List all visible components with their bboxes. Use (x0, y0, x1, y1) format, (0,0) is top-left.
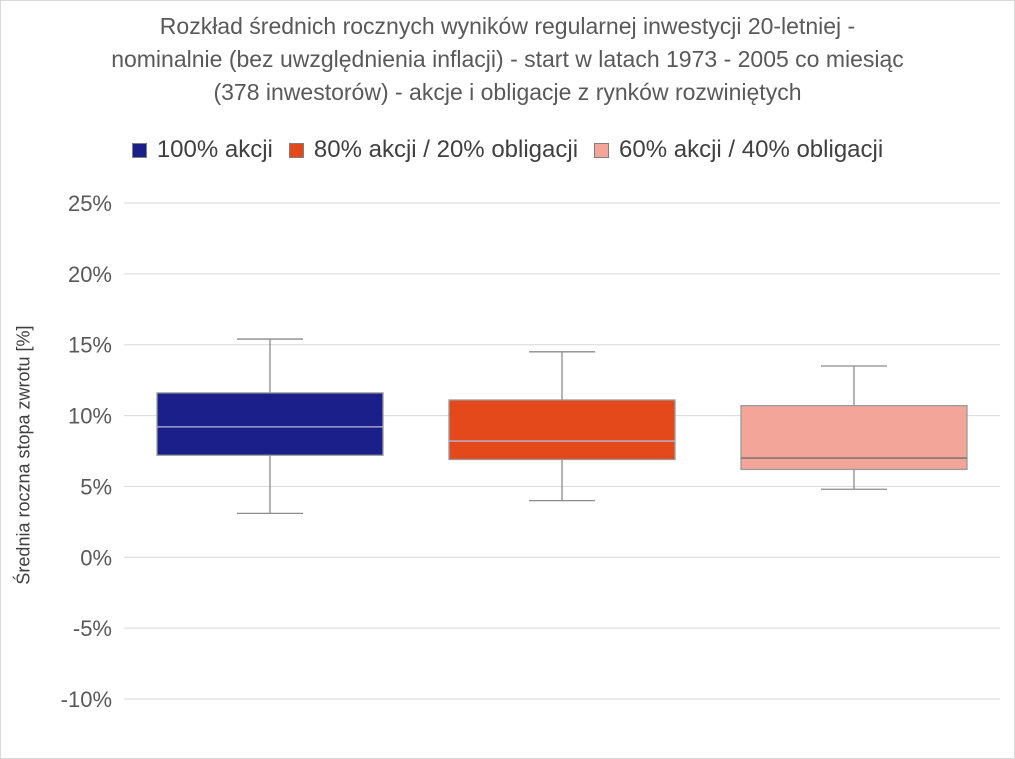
y-tick-label: 5% (80, 474, 112, 499)
chart-title-line: Rozkład średnich rocznych wyników regula… (159, 13, 856, 39)
legend: 100% akcji 80% akcji / 20% obligacji 60%… (0, 136, 1015, 164)
y-tick-label: 10% (68, 404, 112, 429)
y-tick-label: 20% (68, 262, 112, 287)
y-tick-label: -10% (61, 687, 112, 712)
legend-label: 100% akcji (156, 136, 273, 163)
legend-label: 80% akcji / 20% obligacji (313, 136, 579, 163)
legend-swatch (288, 142, 304, 158)
legend-label: 60% akcji / 40% obligacji (619, 136, 884, 163)
legend-item: 80% akcji / 20% obligacji (288, 136, 579, 164)
chart-title-line: (378 inwestorów) - akcje i obligacje z r… (213, 79, 802, 105)
y-tick-label: 25% (68, 191, 112, 216)
box (156, 392, 384, 456)
box (740, 405, 968, 471)
legend-item: 60% akcji / 40% obligacji (594, 136, 883, 164)
legend-swatch (594, 142, 610, 158)
chart-title: Rozkład średnich rocznych wyników regula… (0, 10, 1015, 109)
legend-swatch (131, 142, 147, 158)
y-tick-label: 0% (80, 545, 112, 570)
y-tick-label: -5% (73, 616, 112, 641)
box (448, 399, 676, 461)
chart-title-line: nominalnie (bez uwzględnienia inflacji) … (111, 46, 904, 72)
y-tick-label: 15% (68, 333, 112, 358)
legend-item: 100% akcji (131, 136, 273, 164)
